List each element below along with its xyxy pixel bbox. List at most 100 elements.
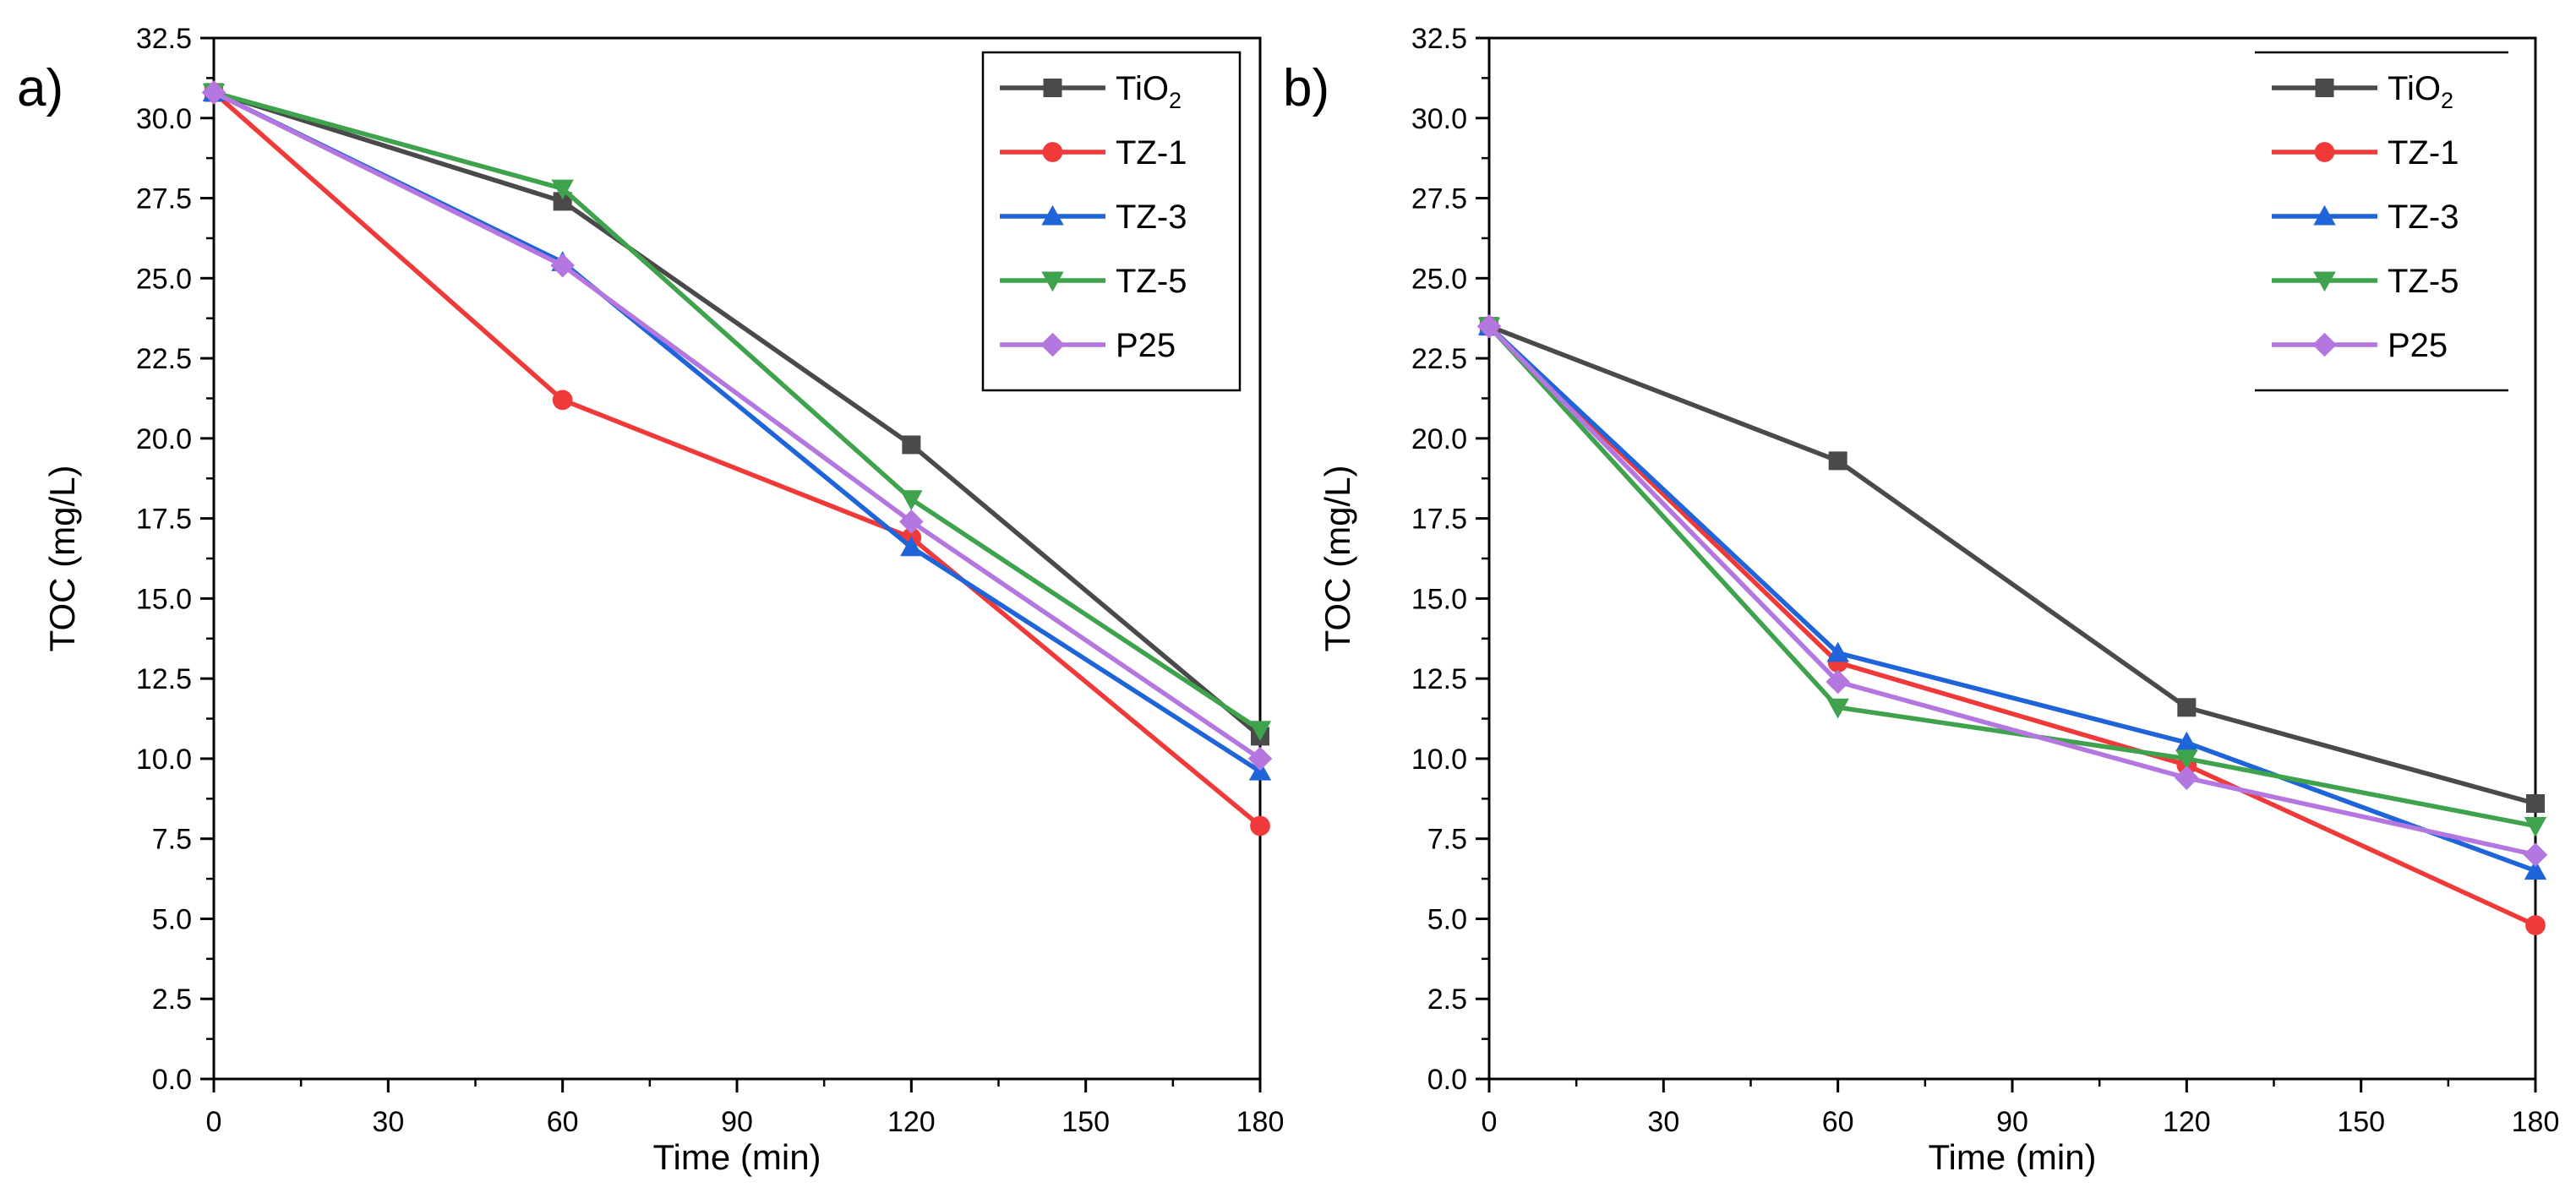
series-line — [1487, 324, 2537, 928]
data-point — [902, 435, 921, 455]
data-point — [900, 490, 923, 511]
legend-label: TZ-1 — [1116, 134, 1187, 172]
legend-label: TiO2 — [2388, 70, 2453, 113]
y-tick-label: 2.5 — [152, 983, 192, 1016]
x-tick-label: 90 — [721, 1106, 753, 1138]
legend-box — [981, 51, 1242, 392]
y-tick-label: 32.5 — [136, 23, 192, 55]
x-axis-title: Time (min) — [652, 1137, 821, 1177]
legend-label: P25 — [1116, 327, 1176, 364]
y-tick-label: 10.0 — [136, 744, 192, 776]
legend: TiO2 TZ-1 TZ-3 TZ-5 P25 — [2255, 51, 2508, 392]
legend-label: TZ-5 — [2388, 263, 2459, 300]
data-point — [1248, 721, 1272, 742]
data-point — [201, 80, 226, 105]
y-tick-label: 27.5 — [136, 183, 192, 215]
legend-swatch-marker — [1043, 79, 1062, 97]
y-tick-label: 2.5 — [1427, 983, 1467, 1016]
y-tick-label: 22.5 — [136, 343, 192, 375]
data-point — [2175, 765, 2199, 790]
y-tick-label: 17.5 — [1411, 504, 1467, 536]
x-tick-label: 120 — [887, 1106, 936, 1138]
y-axis-title: TOC (mg/L) — [1318, 466, 1357, 652]
y-tick-label: 25.0 — [136, 263, 192, 295]
y-tick-label: 5.0 — [152, 903, 192, 935]
y-tick-label: 0.0 — [1427, 1064, 1467, 1096]
legend-swatch-marker — [2315, 79, 2334, 97]
x-tick-label: 150 — [2337, 1106, 2385, 1138]
data-point — [1828, 451, 1847, 471]
y-tick-label: 30.0 — [136, 103, 192, 135]
data-point — [553, 192, 572, 211]
x-tick-label: 60 — [1822, 1106, 1854, 1138]
y-tick-label: 30.0 — [1411, 103, 1467, 135]
legend-label-subscript: 2 — [1169, 88, 1182, 113]
series-p25 — [201, 80, 1273, 771]
x-tick-label: 60 — [547, 1106, 579, 1138]
legend-swatch-marker — [1040, 332, 1065, 357]
x-tick-label: 0 — [206, 1106, 222, 1138]
y-tick-label: 27.5 — [1411, 183, 1467, 215]
y-tick-label: 12.5 — [1411, 663, 1467, 695]
y-tick-label: 7.5 — [152, 824, 192, 856]
x-tick-label: 30 — [372, 1106, 404, 1138]
y-tick-label: 32.5 — [1411, 23, 1467, 55]
data-point — [2177, 698, 2197, 717]
series-p25 — [1476, 313, 2548, 867]
series-line — [213, 90, 1262, 733]
y-tick-label: 12.5 — [136, 663, 192, 695]
data-point — [1247, 746, 1273, 771]
data-point — [900, 536, 923, 557]
data-point — [552, 390, 573, 411]
data-point — [2526, 793, 2545, 813]
legend-label: TZ-5 — [1116, 263, 1187, 300]
data-point — [551, 179, 574, 200]
data-point — [1826, 669, 1850, 695]
panel-label: a) — [17, 59, 63, 117]
data-point — [1250, 815, 1270, 836]
x-tick-label: 0 — [1482, 1106, 1498, 1138]
legend-swatch-marker — [2313, 271, 2336, 292]
legend-swatch-marker — [1042, 142, 1063, 162]
data-point — [2175, 749, 2198, 771]
x-tick-label: 90 — [1996, 1106, 2028, 1138]
series-line — [1487, 324, 2536, 858]
y-tick-label: 5.0 — [1427, 903, 1467, 935]
data-point — [2524, 816, 2547, 837]
legend-swatch-marker — [2312, 332, 2337, 357]
x-axis-title: Time (min) — [1928, 1137, 2096, 1177]
data-point — [2175, 731, 2198, 752]
y-tick-label: 25.0 — [1411, 263, 1467, 295]
series-line — [1487, 324, 2536, 829]
panel-label: b) — [1283, 59, 1329, 117]
x-tick-label: 120 — [2163, 1106, 2211, 1138]
data-point — [550, 253, 575, 278]
legend-label: TZ-1 — [2388, 134, 2459, 172]
series-line — [1487, 324, 2536, 874]
data-point — [899, 509, 924, 534]
chart-panel-a: a) 0.0 2.5 5.0 7.5 10.0 12.5 15.0 17.5 20.0 22.5 25… — [17, 23, 1284, 1177]
legend-swatch-marker — [2313, 204, 2336, 226]
legend-label: TZ-3 — [1116, 199, 1187, 236]
legend-label: P25 — [2388, 327, 2448, 364]
legend-swatch-marker — [2314, 142, 2335, 162]
y-tick-label: 20.0 — [1411, 423, 1467, 455]
chart-panel-b: b) 0.0 2.5 5.0 7.5 10.0 12.5 15.0 17.5 20.0 22.5 25… — [1283, 23, 2559, 1177]
x-tick-label: 30 — [1647, 1106, 1679, 1138]
x-tick-label: 150 — [1062, 1106, 1110, 1138]
y-tick-label: 20.0 — [136, 423, 192, 455]
data-point — [1826, 698, 1849, 719]
data-point — [2524, 859, 2547, 880]
series-tz-1 — [1479, 316, 2546, 935]
plot-frame — [1487, 36, 2537, 1081]
series-tz-5 — [1477, 317, 2547, 837]
series-line — [212, 90, 1262, 828]
data-point — [1476, 313, 1502, 339]
series-line — [1488, 324, 2536, 806]
legend-swatch-marker — [1041, 204, 1064, 226]
y-tick-label: 7.5 — [1427, 824, 1467, 856]
legend-label: TZ-3 — [2388, 199, 2459, 236]
data-point — [2525, 915, 2546, 935]
